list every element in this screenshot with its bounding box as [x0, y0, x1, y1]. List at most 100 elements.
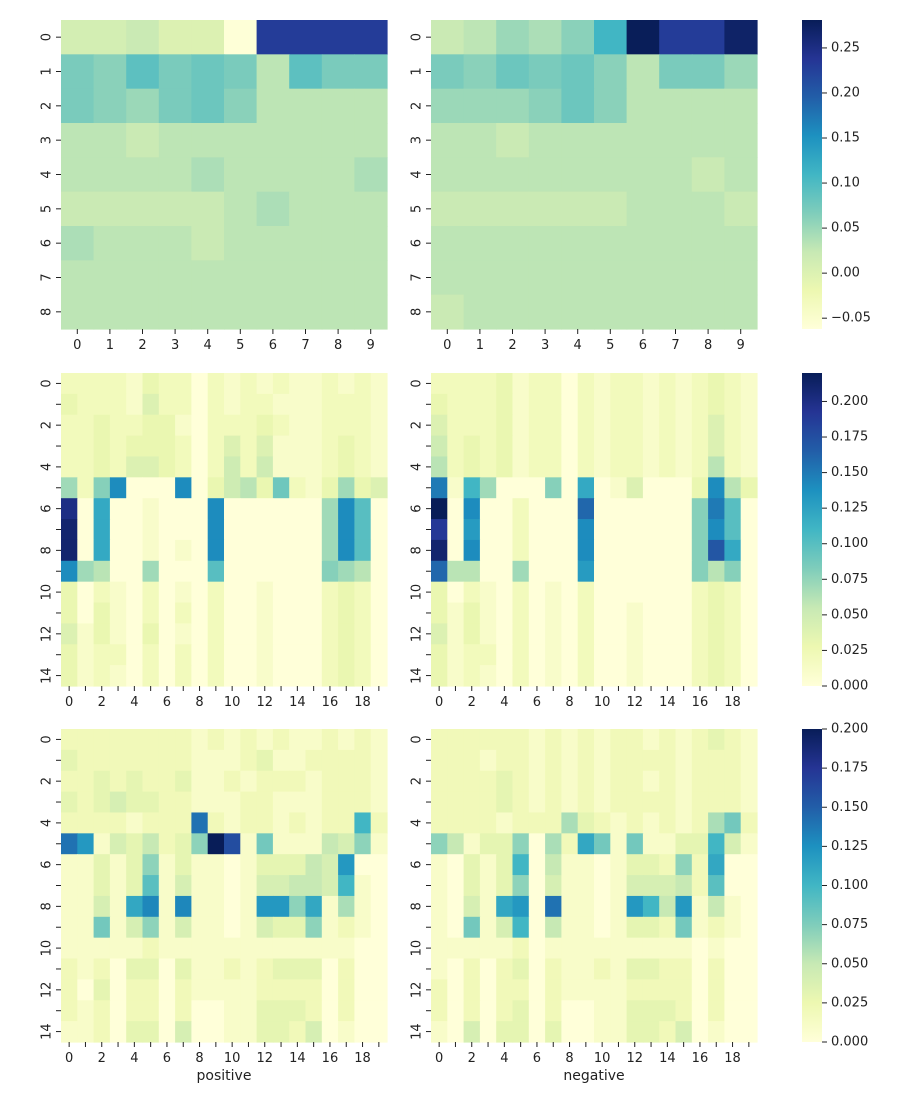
heatmap-cell — [77, 979, 95, 1001]
heatmap-cell — [256, 1021, 274, 1043]
heatmap-cell — [240, 1021, 258, 1043]
y-tick-label: 4 — [40, 170, 55, 178]
colorbar-tick-label: 0.200 — [831, 722, 868, 737]
heatmap-cell — [207, 456, 225, 478]
heatmap-cell — [610, 1021, 628, 1043]
heatmap-cell — [289, 191, 323, 227]
heatmap-cell — [431, 1021, 448, 1043]
heatmap-cell — [512, 916, 530, 939]
x-tick-label: 10 — [224, 1051, 241, 1066]
heatmap-cell — [626, 393, 644, 416]
heatmap-cell — [528, 414, 546, 437]
heatmap-cell — [577, 958, 595, 980]
heatmap-cell — [724, 644, 742, 666]
heatmap-cell — [354, 770, 372, 793]
colorbar-tick-label: 0.100 — [831, 878, 868, 893]
heatmap-cell — [338, 539, 355, 562]
heatmap-cell — [496, 1021, 514, 1043]
heatmap-cell — [610, 644, 628, 666]
x-tick-label: 7 — [301, 338, 309, 353]
x-tick-label: 14 — [659, 695, 676, 710]
heatmap-cell — [305, 414, 323, 437]
heatmap-cell — [256, 833, 274, 855]
heatmap-cell — [354, 875, 372, 897]
heatmap-cell — [561, 958, 579, 980]
heatmap-cell — [463, 875, 481, 897]
heatmap-cell — [431, 791, 448, 814]
heatmap-cell — [708, 456, 725, 478]
heatmap-cell — [289, 770, 307, 793]
colorbar-tick-label: 0.150 — [831, 465, 868, 480]
heatmap-cell — [321, 916, 339, 939]
y-tick-label: 14 — [39, 1023, 54, 1040]
heatmap-cell — [207, 958, 225, 980]
heatmap-cell — [272, 477, 290, 499]
y-tick-label: 10 — [410, 940, 425, 957]
heatmap-cell — [528, 916, 546, 939]
heatmap-cell — [463, 854, 481, 876]
heatmap-cell — [321, 770, 339, 793]
heatmap-cell — [240, 979, 258, 1001]
heatmap-cell — [740, 435, 758, 458]
heatmap-cell — [431, 937, 448, 960]
heatmap-cell — [272, 729, 290, 751]
heatmap-cell — [256, 854, 274, 876]
heatmap-cell — [158, 791, 176, 814]
heatmap-cell — [272, 644, 290, 666]
heatmap-cell — [724, 916, 742, 939]
heatmap-cell — [545, 477, 562, 499]
x-tick-label: 4 — [204, 338, 212, 353]
heatmap-cell — [272, 916, 290, 939]
heatmap-cell — [512, 833, 530, 855]
heatmap-cell — [675, 560, 693, 583]
heatmap-cell — [545, 393, 562, 416]
heatmap-cell — [240, 1000, 258, 1022]
heatmap-cell — [740, 519, 758, 541]
heatmap-cell — [626, 157, 660, 193]
heatmap-cell — [256, 294, 290, 330]
heatmap-cell — [305, 895, 323, 918]
heatmap-cell — [675, 749, 693, 772]
heatmap-cell — [77, 435, 95, 458]
heatmap-cell — [256, 623, 274, 645]
heatmap-cell — [642, 729, 660, 751]
heatmap-cell — [561, 54, 595, 90]
heatmap-cell — [463, 937, 481, 960]
heatmap-cell — [528, 20, 562, 55]
heatmap-cell — [256, 916, 274, 939]
heatmap-cell — [659, 294, 693, 330]
heatmap-cell — [691, 226, 725, 261]
heatmap-cell — [528, 623, 546, 645]
heatmap-cell — [496, 875, 514, 897]
heatmap-cell — [305, 1000, 323, 1022]
heatmap-cell — [724, 1000, 742, 1022]
heatmap-cell — [142, 519, 160, 541]
heatmap-cell — [109, 435, 127, 458]
heatmap-cell — [431, 260, 465, 296]
heatmap-cell — [126, 644, 144, 666]
heatmap-cell — [626, 20, 660, 55]
heatmap-cell — [321, 644, 339, 666]
x-tick-label: 2 — [138, 338, 146, 353]
heatmap-cell — [93, 157, 127, 193]
heatmap-cell — [338, 770, 355, 793]
heatmap-cell — [191, 1000, 209, 1022]
heatmap-cell — [321, 498, 339, 520]
heatmap-cell — [77, 770, 95, 793]
y-tick-label: 10 — [40, 584, 55, 601]
heatmap-cell — [370, 833, 388, 855]
heatmap-cell — [594, 623, 611, 645]
heatmap-cell — [708, 414, 725, 437]
heatmap-cell — [675, 539, 693, 562]
heatmap-cell — [431, 414, 448, 437]
heatmap-cell — [691, 1000, 709, 1022]
heatmap-cell — [642, 644, 660, 666]
heatmap-cell — [463, 54, 497, 90]
heatmap-cell — [610, 749, 628, 772]
heatmap-cell — [626, 833, 644, 855]
y-tick-label: 6 — [409, 239, 424, 247]
heatmap-cell — [561, 895, 579, 918]
x-tick-label: 6 — [533, 695, 541, 710]
heatmap-cell — [626, 294, 660, 330]
heatmap-cell — [93, 791, 111, 814]
